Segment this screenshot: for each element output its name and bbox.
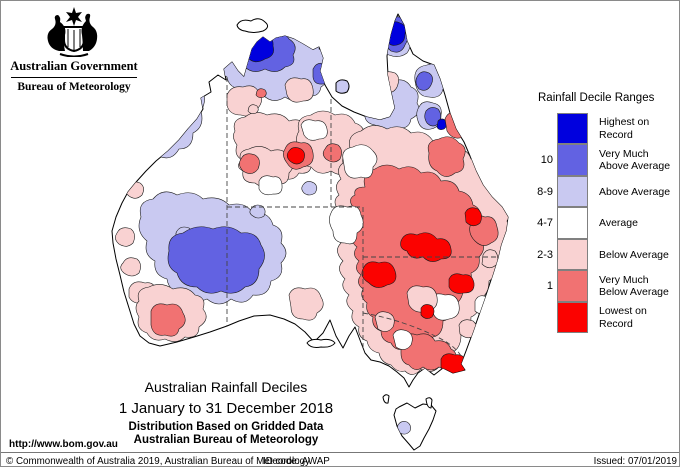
legend-label: Below Average [599,248,669,261]
legend-swatch-lowest-on-record [557,301,588,333]
legend-label: Above Average [599,185,671,198]
legend-swatch-below-average [557,238,588,270]
legend-swatch-very-much-above-average [557,144,588,176]
legend-label: Lowest on Record [599,305,647,330]
rainfall-decile-legend: Highest on Record 10 Very Much Above Ave… [529,112,679,334]
legend-item: 10 Very Much Above Average [529,144,679,177]
map-title-line2: 1 January to 31 December 2018 [118,400,334,417]
legend-label: Very Much Below Average [599,273,669,299]
legend-range: 4-7 [537,217,553,230]
map-title-line3: Distribution Based on Gridded Data [128,421,324,433]
bureau-title: Bureau of Meteorology [17,81,131,93]
map-title-line4: Australian Bureau of Meteorology [133,434,319,446]
legend-range: 10 [540,154,553,167]
issued-date: Issued: 07/01/2019 [593,456,677,467]
legend-item: Lowest on Record [529,301,679,334]
groote-eylandt [335,79,350,94]
coat-of-arms-icon [47,7,98,57]
tasmania-outline [393,402,437,451]
legend-item: 4-7 Average [529,207,679,240]
copyright-text: © Commonwealth of Australia 2019, Austra… [6,456,311,467]
legend-swatch-very-much-below-average [557,270,588,302]
lowest-on-record-regions [286,147,482,374]
flinders-island [425,397,433,409]
legend-item: 1 Very Much Below Average [529,270,679,303]
header-divider [11,77,137,78]
legend-label: Highest on Record [599,116,650,141]
legend-item: Highest on Record [529,112,679,145]
legend-swatch-highest-on-record [557,112,588,144]
legend-item: 8-9 Above Average [529,175,679,208]
legend-range: 2-3 [537,248,553,261]
legend-range: 8-9 [537,185,553,198]
king-island [382,394,390,404]
map-title-block: Australian Rainfall Deciles 1 January to… [91,379,361,446]
legend-label: Average [599,217,638,229]
tiwi-islands [236,18,269,33]
legend-item: 2-3 Below Average [529,238,679,271]
legend-label: Very Much Above Average [599,147,671,173]
legend-range: 1 [546,280,553,293]
average-holes [258,119,491,350]
government-header: Australian Government Bureau of Meteorol… [9,5,139,93]
legend-swatch-average [557,207,588,239]
legend-swatch-above-average [557,175,588,207]
footer-bar: © Commonwealth of Australia 2019, Austra… [1,452,679,467]
bom-url: http://www.bom.gov.au [9,439,118,450]
legend-title: Rainfall Decile Ranges [538,92,655,104]
state-borders [226,77,498,370]
government-title: Australian Government [10,59,138,73]
map-title-line1: Australian Rainfall Deciles [144,379,308,395]
kangaroo-island [306,338,336,348]
id-code: ID code: AWAP [263,456,330,467]
